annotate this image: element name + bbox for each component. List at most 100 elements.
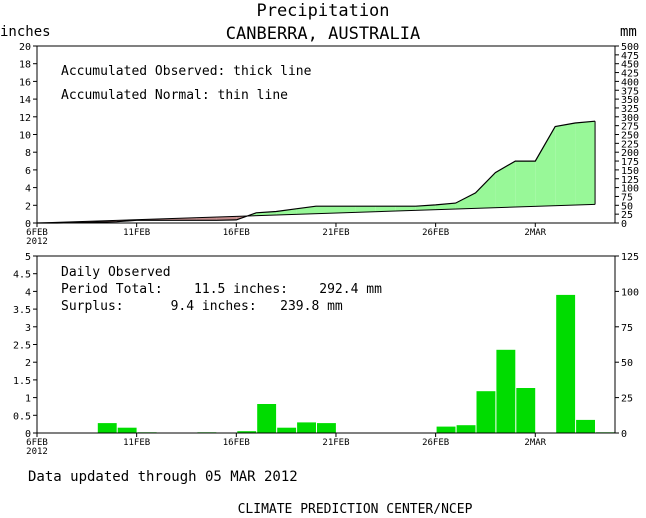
bottom-y2-tick-label: 50 [621, 358, 633, 369]
accumulated-difference-fill [475, 172, 496, 209]
bottom-y-tick-label: 0 [25, 429, 31, 440]
top-y2-tick-label: 50 [621, 201, 633, 212]
daily-bar [237, 431, 257, 433]
daily-bar [97, 423, 117, 433]
top-y2-tick-label: 225 [621, 139, 639, 150]
top-annotation-observed: Accumulated Observed: thick line [61, 64, 312, 79]
bottom-y-tick-label: 4.5 [13, 270, 31, 281]
daily-bar [576, 419, 595, 433]
daily-bar [556, 294, 576, 433]
top-y-tick-label: 4 [25, 184, 31, 195]
top-y2-tick-label: 375 [621, 86, 639, 97]
top-y-tick-label: 2 [25, 201, 31, 212]
bottom-x-tick-label: 16FEB [223, 438, 250, 448]
top-y2-tick-label: 450 [621, 60, 639, 71]
bottom-y-tick-label: 2.5 [13, 341, 31, 352]
bottom-y2-tick-label: 0 [621, 429, 627, 440]
top-x-tick-label: 21FEB [322, 228, 349, 238]
accumulated-difference-fill [495, 161, 516, 208]
top-y2-tick-label: 25 [621, 210, 633, 221]
daily-bar [117, 427, 137, 433]
top-annotation-normal: Accumulated Normal: thin line [61, 88, 288, 103]
daily-bar [297, 422, 316, 433]
bottom-y2-tick-label: 125 [621, 252, 639, 263]
top-y-tick-label: 8 [25, 148, 31, 159]
daily-bar [317, 423, 336, 433]
top-x-tick-label: 26FEB [422, 228, 449, 238]
bottom-x-tick-sublabel: 2012 [26, 447, 48, 457]
bottom-y-tick-label: 5 [25, 252, 31, 263]
daily-bar [516, 388, 536, 433]
top-y-tick-label: 6 [25, 166, 31, 177]
accumulated-difference-fill [375, 206, 396, 212]
bottom-x-tick-label: 26FEB [422, 438, 449, 448]
bottom-y-tick-label: 1.5 [13, 376, 31, 387]
accumulated-difference-fill [316, 206, 336, 214]
bottom-y-tick-label: 1 [25, 394, 31, 405]
daily-bar [496, 349, 516, 433]
bottom-y2-tick-label: 25 [621, 394, 633, 405]
bottom-y-tick-label: 3.5 [13, 305, 31, 316]
top-y-tick-label: 12 [19, 113, 31, 124]
daily-bar [257, 404, 277, 433]
bottom-x-tick-label: 21FEB [322, 438, 349, 448]
top-y-tick-label: 10 [19, 131, 31, 142]
chart-title: Precipitation [256, 1, 389, 21]
bottom-y-tick-label: 0.5 [13, 411, 31, 422]
bottom-x-tick-label: 11FEB [123, 438, 150, 448]
top-y2-tick-label: 500 [621, 42, 639, 53]
top-y2-tick-label: 0 [621, 219, 627, 230]
accumulated-difference-fill [355, 206, 376, 213]
bottom-x-tick-label: 6FEB [26, 438, 48, 448]
daily-bar [277, 427, 297, 433]
top-y2-tick-label: 400 [621, 77, 639, 88]
bottom-y-tick-label: 4 [25, 287, 31, 298]
bottom-annotation-total: Period Total: 11.5 inches: 292.4 mm [61, 282, 382, 297]
bottom-annotation-title: Daily Observed [61, 265, 171, 280]
accumulated-normal-line [36, 203, 596, 224]
top-y2-tick-label: 75 [621, 192, 633, 203]
top-y-axis-label: inches [0, 24, 51, 40]
accumulated-difference-fill [395, 206, 416, 212]
accumulated-difference-fill [455, 192, 476, 210]
accumulated-observed-line [37, 120, 596, 224]
accumulated-difference-fill [336, 206, 356, 213]
top-x-tick-label: 11FEB [123, 228, 150, 238]
top-x-tick-sublabel: 2012 [26, 237, 48, 247]
top-y2-tick-label: 300 [621, 113, 639, 124]
accumulated-difference-fill [575, 121, 596, 206]
chart-subtitle: CANBERRA, AUSTRALIA [226, 24, 420, 44]
top-y-tick-label: 18 [19, 60, 31, 71]
bottom-y-tick-label: 2 [25, 358, 31, 369]
accumulated-difference-fill [535, 126, 556, 207]
bottom-x-tick-label: 2MAR [524, 438, 546, 448]
accumulated-difference-fill [515, 161, 536, 208]
top-y2-tick-label: 425 [621, 69, 639, 80]
top-y2-tick-label: 100 [621, 184, 639, 195]
top-y2-tick-label: 475 [621, 51, 639, 62]
bottom-y-tick-label: 3 [25, 323, 31, 334]
top-y2-tick-label: 325 [621, 104, 639, 115]
top-y2-tick-label: 275 [621, 122, 639, 133]
accumulated-difference-fill [555, 123, 576, 206]
top-y2-tick-label: 150 [621, 166, 639, 177]
top-y-tick-label: 0 [25, 219, 31, 230]
top-y-tick-label: 20 [19, 42, 31, 53]
footer-source: CLIMATE PREDICTION CENTER/NCEP [238, 502, 473, 517]
bottom-y2-tick-label: 100 [621, 287, 639, 298]
top-x-tick-label: 2MAR [524, 228, 546, 238]
daily-bar [436, 426, 456, 433]
daily-bar [476, 391, 496, 433]
top-x-tick-label: 6FEB [26, 228, 48, 238]
top-y2-tick-label: 250 [621, 131, 639, 142]
top-y2-axis-label: mm [620, 24, 637, 40]
accumulated-difference-fill [276, 208, 297, 215]
accumulated-panel: 0246810121416182002550751001251501752002… [19, 42, 639, 247]
top-y-tick-label: 16 [19, 77, 31, 88]
bottom-y2-tick-label: 75 [621, 323, 633, 334]
footer-update: Data updated through 05 MAR 2012 [28, 469, 298, 485]
daily-panel: 00.511.522.533.544.5502550751001256FEB20… [13, 252, 639, 457]
top-y2-tick-label: 125 [621, 175, 639, 186]
top-x-tick-label: 16FEB [223, 228, 250, 238]
